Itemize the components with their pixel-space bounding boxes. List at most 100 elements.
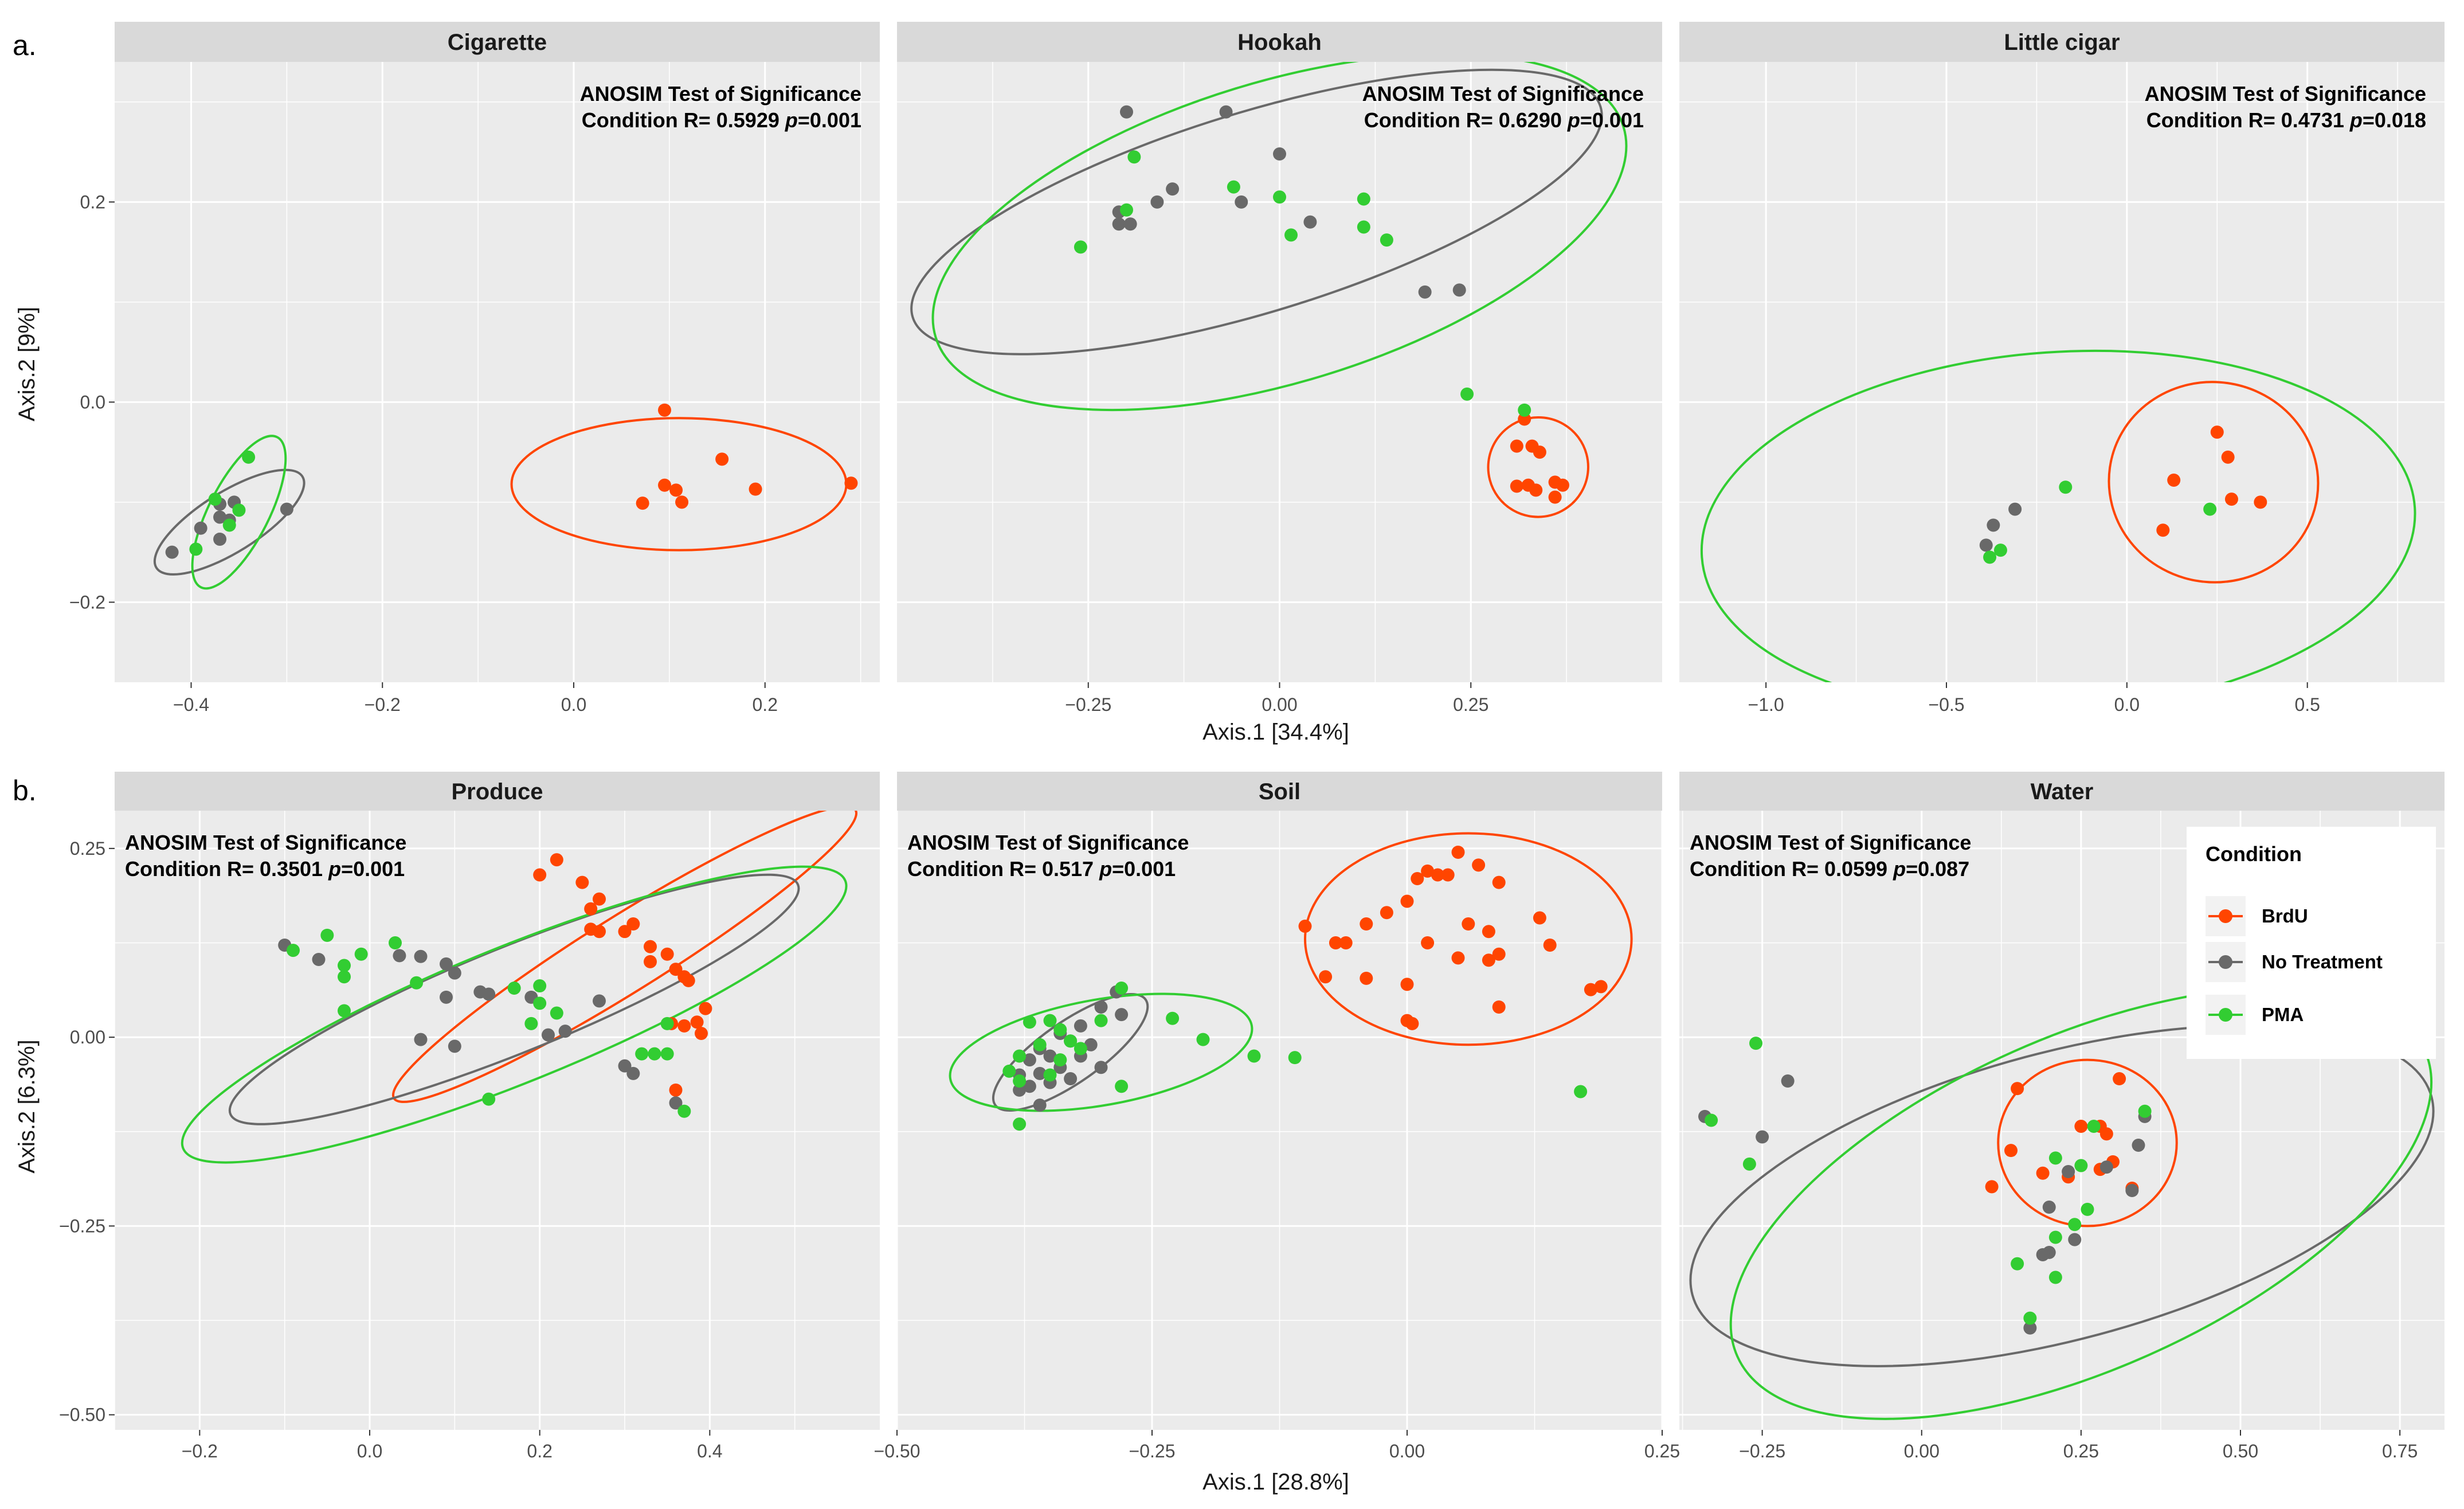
point-brdu: [2011, 1082, 2024, 1096]
point-no-treatment: [618, 1059, 632, 1073]
point-pma: [189, 542, 203, 556]
point-pma: [1120, 203, 1133, 217]
point-pma: [1074, 1042, 1087, 1055]
x-tick-label: −0.4: [173, 694, 209, 715]
point-brdu: [1431, 868, 1444, 882]
point-no-treatment: [1303, 215, 1317, 229]
point-pma: [389, 936, 402, 949]
point-brdu: [1548, 490, 1562, 504]
point-no-treatment: [2068, 1233, 2082, 1246]
x-tick-label: 0.00: [1389, 1441, 1425, 1461]
point-brdu: [1360, 971, 1373, 985]
point-brdu: [658, 478, 672, 492]
point-pma: [1115, 982, 1129, 995]
point-brdu: [2210, 425, 2224, 439]
point-brdu: [1492, 1000, 1506, 1014]
point-no-treatment: [669, 1096, 683, 1110]
point-brdu: [618, 925, 632, 939]
anosim-result-water: Condition R= 0.0599 p=0.087: [1690, 857, 1969, 881]
point-pma: [1273, 190, 1286, 204]
point-brdu: [2113, 1072, 2126, 1086]
point-pma: [2048, 1230, 2062, 1244]
point-brdu: [2167, 473, 2181, 487]
point-pma: [1288, 1051, 1302, 1065]
point-pma: [410, 976, 424, 990]
point-pma: [2059, 480, 2073, 494]
x-tick-label: −0.2: [182, 1441, 218, 1461]
point-brdu: [575, 875, 589, 889]
x-tick-label: 0.4: [697, 1441, 722, 1461]
point-pma: [524, 1017, 538, 1030]
point-no-treatment: [1273, 147, 1286, 161]
strip-water: [1679, 772, 2445, 811]
x-tick-label: −0.25: [1065, 694, 1111, 715]
strip-title-water: Water: [2031, 779, 2094, 804]
point-pma: [2011, 1257, 2024, 1270]
point-brdu: [1441, 868, 1455, 882]
point-brdu: [1405, 1017, 1419, 1030]
x-tick-label: 0.2: [753, 694, 778, 715]
grid-hookah: [897, 62, 1662, 682]
strip-hookah: [897, 22, 1662, 62]
row-a-tag: a.: [13, 29, 37, 61]
point-brdu: [584, 902, 598, 916]
x-tick-label: −0.5: [1928, 694, 1964, 715]
point-brdu: [1472, 858, 1486, 872]
point-brdu: [677, 1019, 691, 1033]
point-pma: [533, 979, 547, 993]
point-brdu: [675, 495, 689, 509]
point-brdu: [1360, 917, 1373, 931]
point-brdu: [715, 452, 729, 466]
point-brdu: [2004, 1144, 2018, 1158]
anosim-title-soil: ANOSIM Test of Significance: [907, 831, 1189, 854]
point-no-treatment: [312, 952, 326, 966]
point-pma: [1380, 233, 1393, 247]
point-no-treatment: [1033, 1066, 1047, 1080]
strip-title-soil: Soil: [1259, 779, 1300, 804]
point-no-treatment: [2062, 1165, 2075, 1179]
anosim-title-little-cigar: ANOSIM Test of Significance: [2145, 82, 2426, 105]
point-no-treatment: [593, 994, 606, 1008]
point-no-treatment: [1123, 217, 1137, 231]
grid-little-cigar: [1679, 62, 2445, 682]
point-no-treatment: [1013, 1083, 1027, 1097]
point-pma: [660, 1017, 674, 1030]
plot-background-little-cigar: [1679, 62, 2445, 682]
legend-label-pma: PMA: [2262, 1004, 2304, 1025]
point-brdu: [690, 1015, 704, 1029]
panel-cigarette: Cigarette −0.4 −0.2 0.0 0.2 −0.2 0.0 0.2 ANOSIM …: [69, 22, 880, 715]
y-tick-label: 0.25: [70, 838, 105, 859]
data-layer-hookah: [910, 62, 1628, 518]
row-a-xlabel: Axis.1 [34.4%]: [1202, 720, 1349, 745]
point-pma: [287, 944, 300, 957]
point-pma: [1227, 180, 1240, 194]
point-no-treatment: [414, 949, 428, 963]
point-pma: [2023, 1311, 2037, 1325]
point-pma: [1064, 1034, 1078, 1048]
point-pma: [2138, 1104, 2152, 1118]
anosim-result-produce: Condition R= 0.3501 p=0.001: [125, 857, 405, 881]
anosim-title-hookah: ANOSIM Test of Significance: [1362, 82, 1644, 105]
point-pma: [1033, 1038, 1047, 1051]
point-pma: [648, 1047, 661, 1061]
x-tick-label: 0.0: [2114, 694, 2140, 715]
row-a-ylabel: Axis.2 [9%]: [14, 307, 40, 421]
point-pma: [1127, 150, 1141, 164]
point-brdu: [593, 892, 606, 906]
point-pma: [338, 970, 351, 984]
point-pma: [354, 947, 368, 961]
ellipse-no-treatment: [992, 992, 1149, 1112]
point-pma: [1013, 1117, 1027, 1131]
point-brdu: [1380, 906, 1393, 920]
point-no-treatment: [1120, 105, 1133, 119]
strip-title-produce: Produce: [451, 779, 543, 804]
point-pma: [660, 1047, 674, 1061]
y-tick-label: −0.2: [69, 592, 105, 612]
panel-soil: Soil −0.50 −0.25 0.00 0.25 ANOSIM Test of Sig…: [874, 772, 1680, 1461]
row-b-ylabel: Axis.2 [6.3%]: [14, 1039, 40, 1173]
point-pma: [1053, 1053, 1067, 1067]
point-brdu: [2221, 450, 2235, 464]
x-tick-label: 0.25: [2063, 1441, 2099, 1461]
point-no-treatment: [1074, 1019, 1087, 1033]
point-pma: [507, 982, 521, 995]
